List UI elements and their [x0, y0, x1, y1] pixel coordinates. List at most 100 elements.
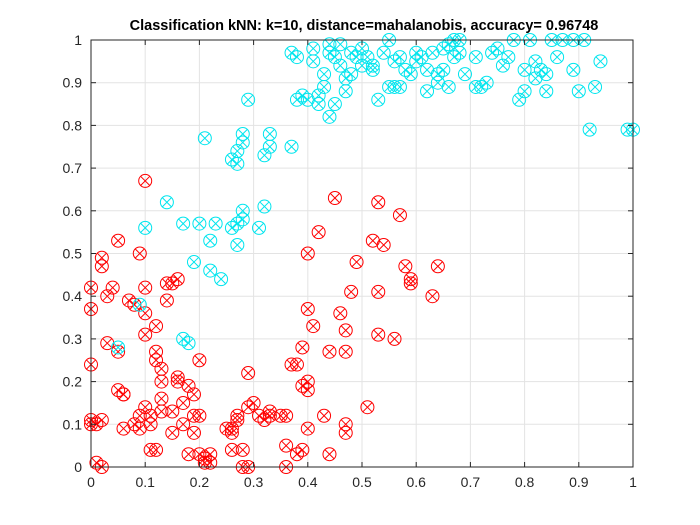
point-x-stroke [145, 419, 156, 430]
point-x-stroke [297, 444, 308, 455]
data-point-red [138, 280, 153, 295]
point-circle [262, 126, 277, 141]
data-point-red [376, 237, 391, 252]
chart-title: Classification kNN: k=10, distance=mahal… [130, 18, 599, 34]
point-x-stroke [389, 82, 400, 92]
data-point-cyan [338, 84, 353, 99]
data-point-cyan [420, 84, 435, 99]
point-circle [571, 84, 586, 99]
point-x-stroke [156, 393, 167, 404]
point-x-stroke [302, 94, 313, 105]
point-circle [360, 50, 375, 65]
point-circle [138, 327, 153, 342]
point-x-stroke [226, 423, 237, 434]
point-x-stroke [443, 82, 454, 92]
point-circle [300, 374, 315, 389]
x-tick-label: 0.7 [461, 474, 481, 490]
point-circle [224, 220, 239, 235]
point-x-stroke [454, 47, 465, 58]
y-tick-label: 0.7 [63, 160, 83, 176]
point-x-stroke [172, 376, 183, 387]
data-point-cyan [111, 340, 126, 355]
point-x-stroke [205, 235, 216, 246]
data-point-red [154, 404, 169, 419]
data-point-red [295, 340, 310, 355]
data-point-cyan [333, 37, 348, 52]
point-circle [300, 383, 315, 398]
point-circle [230, 144, 245, 159]
x-tick-label: 0.6 [406, 474, 426, 490]
data-point-red [138, 327, 153, 342]
point-circle [365, 62, 380, 77]
point-circle [420, 84, 435, 99]
point-circle [539, 67, 554, 82]
point-x-stroke [96, 415, 107, 425]
point-circle [100, 289, 115, 304]
point-circle [479, 75, 494, 90]
point-circle [111, 340, 126, 355]
point-x-stroke [134, 299, 145, 310]
data-point-cyan [230, 237, 245, 252]
point-circle [490, 41, 505, 56]
data-point-cyan [257, 199, 272, 214]
data-point-red [197, 455, 212, 470]
point-x-stroke [351, 52, 362, 63]
point-circle [219, 421, 234, 436]
point-circle [186, 408, 201, 423]
point-circle [235, 442, 250, 457]
data-point-cyan [392, 50, 407, 65]
point-circle [409, 45, 424, 60]
data-point-red [224, 425, 239, 440]
data-point-cyan [457, 67, 472, 82]
point-x-stroke [427, 291, 438, 302]
data-point-red [181, 378, 196, 393]
point-circle [566, 62, 581, 77]
data-point-cyan [376, 45, 391, 60]
point-circle [436, 41, 451, 56]
point-x-stroke [232, 410, 243, 421]
point-circle [138, 306, 153, 321]
point-circle [224, 425, 239, 440]
y-tick-label: 0.3 [63, 331, 83, 347]
data-point-cyan [582, 122, 597, 137]
point-x-stroke [189, 389, 199, 400]
point-circle [89, 417, 104, 432]
point-circle [582, 122, 597, 137]
point-circle [284, 139, 299, 154]
point-circle [138, 280, 153, 295]
point-circle [192, 216, 207, 231]
data-point-red [284, 357, 299, 372]
point-circle [284, 357, 299, 372]
data-point-cyan [452, 45, 467, 60]
data-point-cyan [322, 109, 337, 124]
x-tick-label: 0.9 [569, 474, 589, 490]
point-x-stroke [308, 56, 319, 67]
point-x-stroke [167, 406, 178, 417]
data-point-red [149, 319, 164, 334]
point-x-stroke [622, 124, 633, 135]
point-circle [403, 67, 418, 82]
point-circle [371, 284, 386, 299]
data-point-red [300, 421, 315, 436]
point-x-stroke [259, 150, 270, 161]
point-circle [197, 131, 212, 146]
point-x-stroke [340, 86, 351, 97]
data-point-red [192, 408, 207, 423]
data-point-cyan [403, 67, 418, 82]
point-circle [235, 212, 250, 227]
point-x-stroke [194, 410, 205, 421]
data-point-red [327, 190, 342, 205]
point-circle [311, 88, 326, 103]
point-x-stroke [134, 248, 145, 259]
point-x-stroke [292, 359, 302, 370]
point-x-stroke [161, 278, 172, 289]
point-x-stroke [481, 77, 492, 88]
point-circle [149, 353, 164, 368]
point-x-stroke [568, 64, 579, 75]
data-point-cyan [327, 97, 342, 112]
point-x-stroke [394, 210, 405, 221]
point-circle [430, 67, 445, 82]
data-point-red [403, 276, 418, 291]
point-circle [392, 79, 407, 94]
